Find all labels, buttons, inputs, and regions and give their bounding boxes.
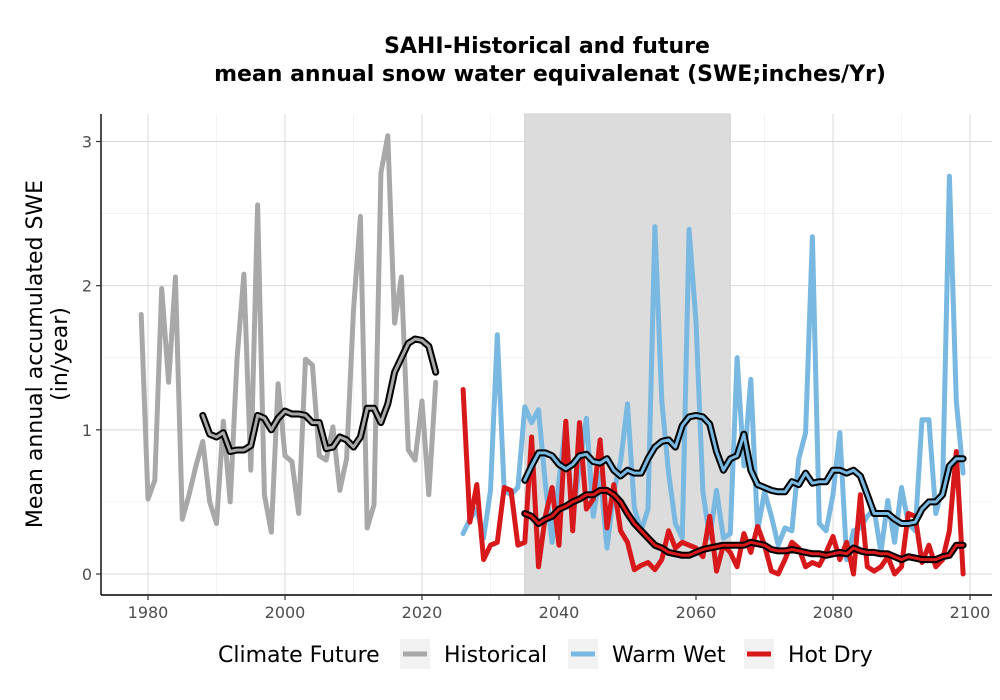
- x-tick-label: 1980: [128, 603, 169, 622]
- legend: Climate Future Historical Warm Wet Hot Dry: [218, 639, 873, 669]
- chart-title-line-2: mean annual snow water equivalenat (SWE;…: [214, 62, 886, 87]
- legend-entry-warm-wet: Warm Wet: [568, 639, 726, 669]
- y-tick-label: 2: [82, 277, 92, 296]
- y-tick-label: 0: [82, 565, 92, 584]
- series-line-hot-dry: [460, 387, 966, 577]
- legend-label: Hot Dry: [788, 643, 873, 668]
- smooth-line-warm-wet: [521, 411, 967, 527]
- x-tick-label: 2000: [265, 603, 306, 622]
- series-line-warm-wet: [460, 173, 966, 563]
- legend-entry-historical: Historical: [400, 639, 547, 669]
- x-tick-label: 2020: [402, 603, 443, 622]
- smooth-line-core: [201, 337, 438, 453]
- smooth-line-hot-dry: [521, 486, 967, 564]
- legend-label: Historical: [444, 643, 547, 668]
- legend-title: Climate Future: [218, 643, 380, 668]
- y-axis-title-line-1: Mean annual accumulated SWE: [23, 180, 48, 528]
- chart-title: SAHI-Historical and future mean annual s…: [214, 34, 886, 87]
- x-tick-label: 2080: [813, 603, 854, 622]
- y-axis-title-line-2: (in/year): [48, 307, 73, 401]
- x-tick-label: 2100: [950, 603, 991, 622]
- y-tick-label: 3: [82, 133, 92, 152]
- x-tick-label: 2060: [676, 603, 717, 622]
- y-axis-title: Mean annual accumulated SWE (in/year): [23, 180, 73, 528]
- axes: 1980 2000 2020 2040 2060 2080 2100 0 1 2 3: [82, 114, 992, 622]
- legend-entry-hot-dry: Hot Dry: [744, 639, 873, 669]
- chart-title-line-1: SAHI-Historical and future: [384, 34, 710, 59]
- x-tick-label: 2040: [539, 603, 580, 622]
- smooth-line-core: [523, 413, 965, 525]
- series-line-historical: [138, 133, 439, 535]
- smooth-line-historical: [199, 335, 440, 455]
- legend-label: Warm Wet: [612, 643, 726, 668]
- y-tick-label: 1: [82, 421, 92, 440]
- smooth-line-core: [523, 488, 965, 562]
- plot-area: 1980 2000 2020 2040 2060 2080 2100 0 1 2 3: [82, 113, 992, 622]
